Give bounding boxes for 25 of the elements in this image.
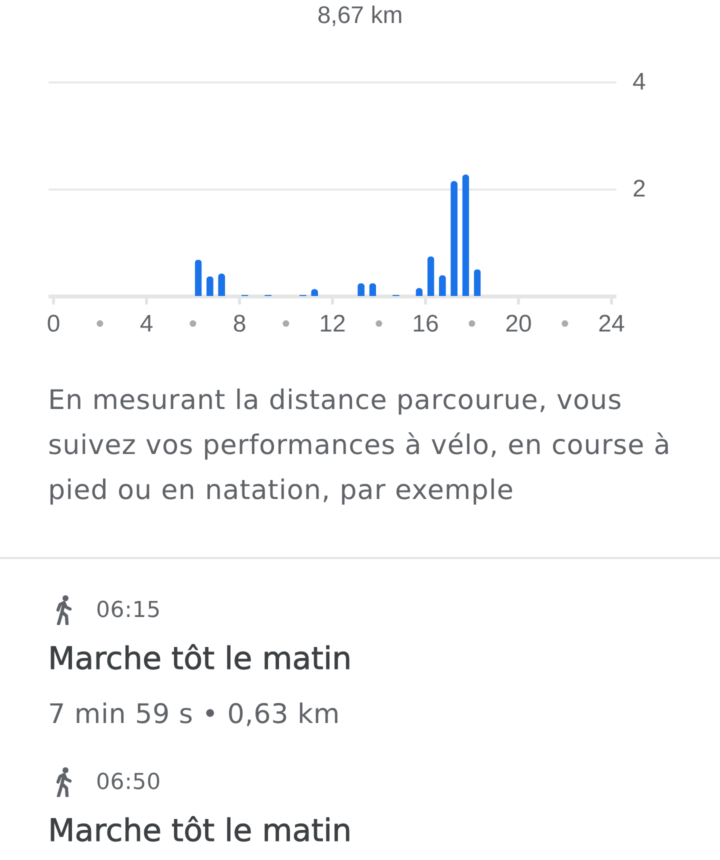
text: Marche tôt le matin bbox=[48, 813, 352, 849]
text: 06:50 bbox=[96, 770, 161, 794]
x-tick-label: • bbox=[468, 310, 476, 338]
x-tick-label: • bbox=[96, 310, 104, 338]
x-tick-label: 4 bbox=[140, 310, 154, 338]
x-tick-label: 12 bbox=[319, 310, 346, 338]
text: 06:15 bbox=[96, 598, 161, 622]
x-tick-label: 20 bbox=[505, 310, 532, 338]
text: En mesurant la distance parcourue, vous suivez vos performances à vélo, en course à pied ou en natation, par exemple bbox=[48, 384, 672, 508]
x-tick-label: 16 bbox=[412, 310, 439, 338]
x-tick-label: • bbox=[282, 310, 290, 338]
text: 7 min 59 s • 0,63 km bbox=[48, 699, 340, 730]
bar bbox=[462, 174, 470, 296]
x-tick-label: • bbox=[560, 310, 570, 338]
x-tick-label: 24 bbox=[598, 310, 625, 338]
bar bbox=[194, 260, 202, 296]
bar bbox=[450, 180, 458, 296]
x-tick-label: • bbox=[188, 310, 198, 338]
x-tick-label: 0 bbox=[46, 310, 60, 338]
chart-title: 8,67 km bbox=[317, 2, 403, 29]
text: Marche tôt le matin bbox=[48, 641, 352, 677]
y-tick-label: 2 bbox=[632, 176, 646, 202]
bar bbox=[427, 256, 434, 296]
x-tick-label: • bbox=[374, 310, 384, 338]
x-tick-label: 8 bbox=[232, 310, 246, 338]
